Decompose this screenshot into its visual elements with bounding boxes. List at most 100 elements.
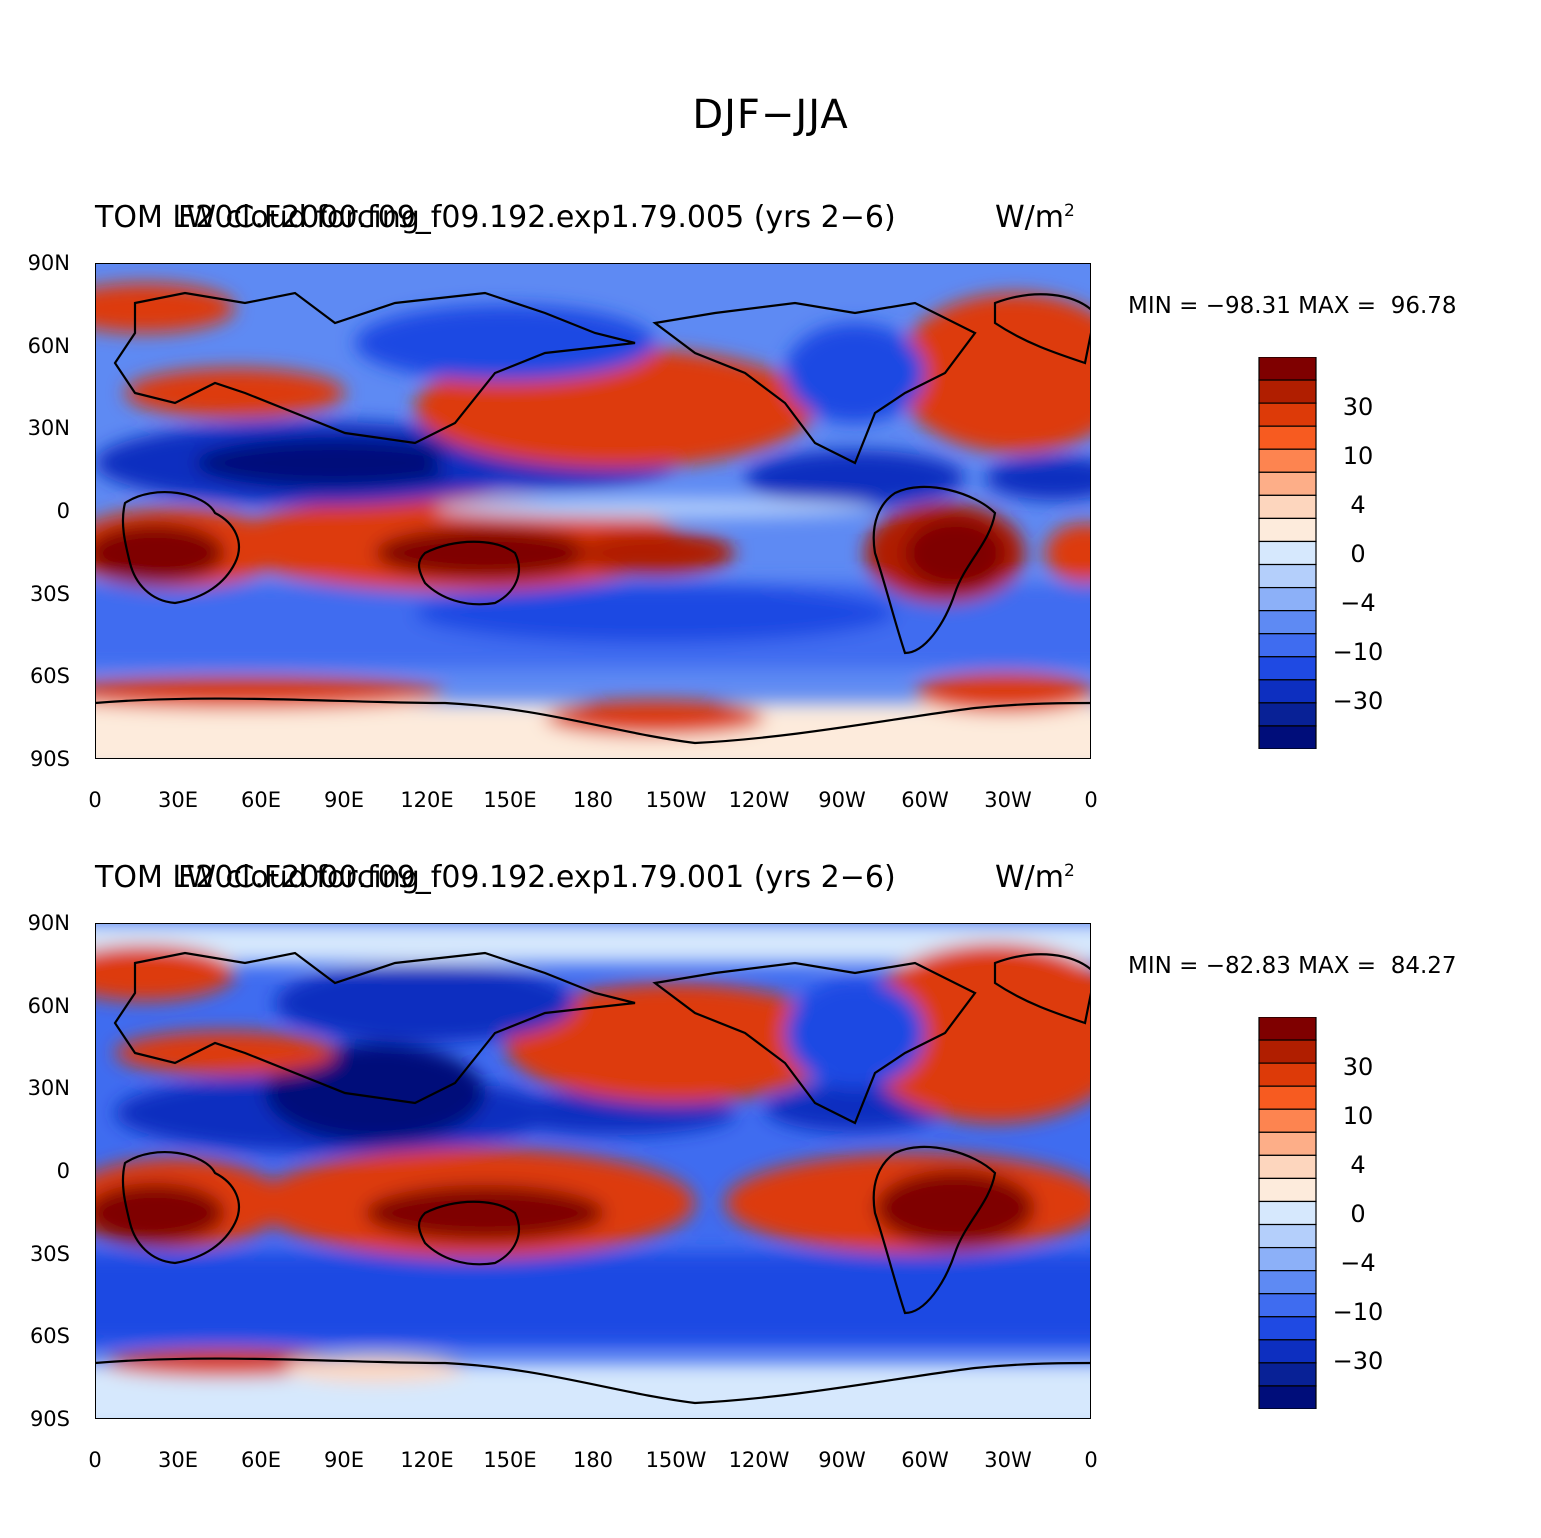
- lon-tick-label: 90W: [818, 1448, 866, 1472]
- contour-map: [95, 263, 1091, 759]
- lon-tick-label: 0: [1084, 1448, 1098, 1472]
- colorbar-swatch: [1258, 1246, 1317, 1272]
- colorbar-swatch: [1258, 1062, 1317, 1087]
- colorbar-swatch: [1258, 1131, 1317, 1156]
- lat-tick-label: 60S: [29, 664, 70, 688]
- lon-tick-label: 180: [572, 788, 614, 812]
- colorbar-label: 10: [1342, 1102, 1374, 1130]
- colorbar-swatch: [1258, 1177, 1317, 1203]
- colorbar-swatch: [1258, 563, 1317, 589]
- map-panel-bottom: TOM LW cloud forcing F20C.F2000.f09_f09.…: [0, 850, 1541, 1510]
- panel-title-case: F20C.F2000.f09_f09.192.exp1.79.005 (yrs …: [178, 200, 896, 235]
- colorbar-swatch: [1258, 1017, 1317, 1041]
- lon-tick-label: 150E: [483, 788, 537, 812]
- colorbar-swatch: [1258, 540, 1317, 566]
- colorbar: [1258, 357, 1317, 749]
- colorbar-label: −30: [1332, 687, 1384, 715]
- lon-tick-label: 120E: [400, 1448, 454, 1472]
- panel-title-left: TOM LW cloud forcing: [95, 200, 420, 235]
- colorbar-swatch: [1258, 448, 1317, 473]
- contour-map: [95, 923, 1091, 1419]
- colorbar-swatch: [1258, 1200, 1317, 1226]
- lon-tick-label: 60E: [241, 788, 281, 812]
- lon-tick-label: 30E: [158, 1448, 198, 1472]
- lat-tick-label: 30S: [29, 1242, 70, 1266]
- lat-tick-label: 90S: [29, 1407, 70, 1431]
- map-panel-top: TOM LW cloud forcing F20C.F2000.f09_f09.…: [0, 190, 1541, 850]
- panel-title-left: TOM LW cloud forcing: [95, 860, 420, 895]
- panel-units: W/m2: [995, 860, 1075, 895]
- lon-tick-label: 120W: [728, 1448, 790, 1472]
- colorbar-label: −30: [1332, 1347, 1384, 1375]
- colorbar-label: 0: [1350, 540, 1366, 568]
- colorbar-swatch: [1258, 1085, 1317, 1110]
- colorbar-label: 4: [1350, 1151, 1366, 1179]
- lat-tick-label: 30S: [29, 582, 70, 606]
- colorbar-swatch: [1258, 517, 1317, 543]
- colorbar-swatch: [1258, 494, 1317, 520]
- colorbar-label: −10: [1332, 638, 1384, 666]
- lon-tick-label: 180: [572, 1448, 614, 1472]
- lon-tick-label: 120W: [728, 788, 790, 812]
- colorbar-swatch: [1258, 1362, 1317, 1387]
- colorbar-swatch: [1258, 656, 1317, 681]
- colorbar-swatch: [1258, 1316, 1317, 1341]
- lon-tick-label: 150W: [645, 788, 707, 812]
- colorbar-swatch: [1258, 1108, 1317, 1133]
- colorbar-swatch: [1258, 1223, 1317, 1249]
- lon-tick-label: 30E: [158, 788, 198, 812]
- colorbar-swatch: [1258, 702, 1317, 727]
- lon-tick-label: 0: [88, 788, 102, 812]
- colorbar-swatch: [1258, 679, 1317, 704]
- lon-tick-label: 90E: [324, 1448, 364, 1472]
- lat-tick-label: 0: [56, 499, 70, 523]
- colorbar-swatch: [1258, 633, 1317, 658]
- colorbar-swatch: [1258, 610, 1317, 635]
- colorbar-swatch: [1258, 471, 1317, 496]
- lon-tick-label: 0: [1084, 788, 1098, 812]
- colorbar-swatch: [1258, 1154, 1317, 1180]
- lon-tick-label: 90W: [818, 788, 866, 812]
- contour-fill: [95, 923, 1091, 1419]
- lon-tick-label: 90E: [324, 788, 364, 812]
- lon-tick-label: 0: [88, 1448, 102, 1472]
- lat-tick-label: 60S: [29, 1324, 70, 1348]
- lat-tick-label: 60N: [27, 334, 70, 358]
- colorbar-label: −10: [1332, 1298, 1384, 1326]
- colorbar-swatch: [1258, 1339, 1317, 1364]
- colorbar-swatch: [1258, 402, 1317, 427]
- panel-title-case: F20C.F2000.f09_f09.192.exp1.79.001 (yrs …: [178, 860, 896, 895]
- min-max-readout: MIN = −82.83 MAX = 84.27: [1128, 953, 1457, 979]
- lon-tick-label: 30W: [984, 1448, 1032, 1472]
- colorbar-label: 10: [1342, 442, 1374, 470]
- colorbar-swatch: [1258, 725, 1317, 749]
- colorbar-swatch: [1258, 425, 1317, 450]
- lat-tick-label: 30N: [27, 1076, 70, 1100]
- lon-tick-label: 30W: [984, 788, 1032, 812]
- lat-tick-label: 60N: [27, 994, 70, 1018]
- lat-tick-label: 90S: [29, 747, 70, 771]
- lon-tick-label: 120E: [400, 788, 454, 812]
- colorbar-label: 0: [1350, 1200, 1366, 1228]
- min-max-readout: MIN = −98.31 MAX = 96.78: [1128, 293, 1457, 319]
- lat-tick-label: 0: [56, 1159, 70, 1183]
- lon-tick-label: 60W: [901, 1448, 949, 1472]
- colorbar-swatch: [1258, 1385, 1317, 1409]
- lat-tick-label: 30N: [27, 416, 70, 440]
- panel-units: W/m2: [995, 200, 1075, 235]
- lat-tick-label: 90N: [27, 251, 70, 275]
- colorbar-label: −4: [1340, 589, 1376, 617]
- colorbar-label: 4: [1350, 491, 1366, 519]
- colorbar-label: 30: [1342, 1053, 1374, 1081]
- lon-tick-label: 150E: [483, 1448, 537, 1472]
- colorbar-label: 30: [1342, 393, 1374, 421]
- lon-tick-label: 60E: [241, 1448, 281, 1472]
- colorbar-label: −4: [1340, 1249, 1376, 1277]
- lat-tick-label: 90N: [27, 911, 70, 935]
- lon-tick-label: 60W: [901, 788, 949, 812]
- colorbar-swatch: [1258, 1039, 1317, 1064]
- colorbar-swatch: [1258, 379, 1317, 404]
- contour-fill: [95, 283, 1091, 759]
- figure-title: DJF−JJA: [692, 92, 849, 138]
- colorbar-swatch: [1258, 1270, 1317, 1295]
